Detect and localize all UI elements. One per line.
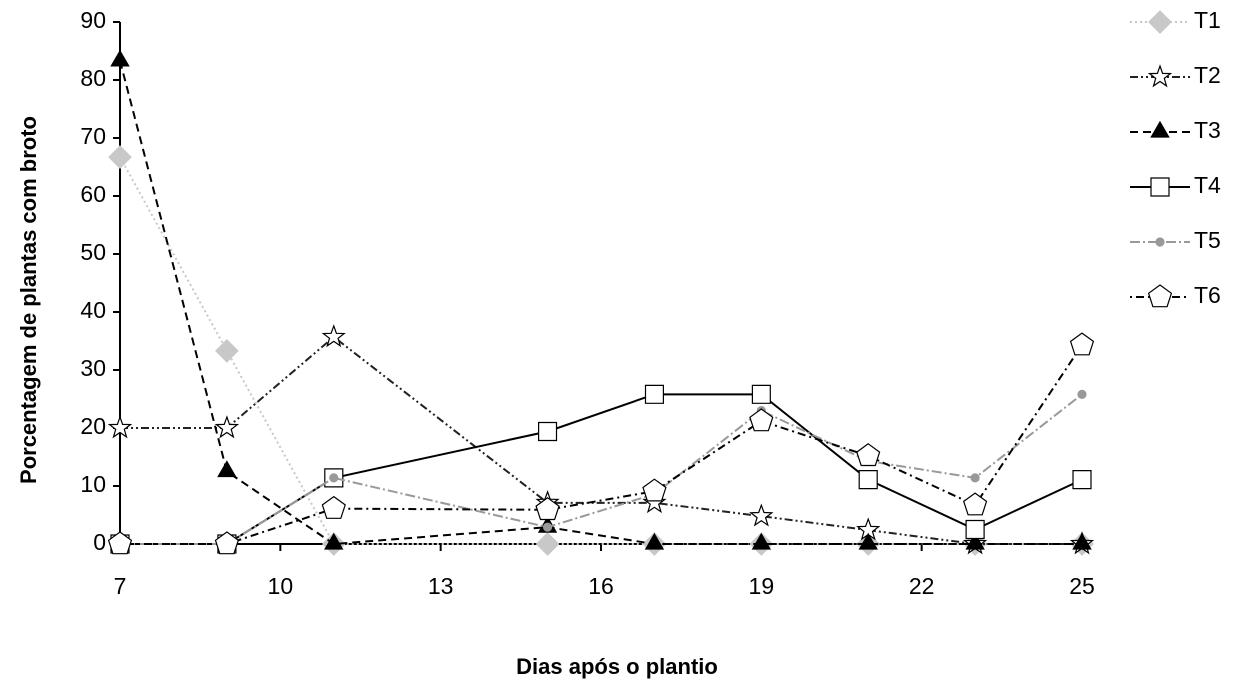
y-tick-label: 90 xyxy=(80,7,106,33)
data-point xyxy=(110,49,130,67)
data-point xyxy=(214,531,240,555)
data-point xyxy=(542,522,553,532)
data-point xyxy=(858,532,878,550)
data-point xyxy=(965,519,985,540)
x-tick-label: 19 xyxy=(749,573,775,599)
x-tick-label: 22 xyxy=(909,573,935,599)
legend-label: T3 xyxy=(1194,117,1221,143)
data-point xyxy=(970,473,980,483)
y-tick-label: 40 xyxy=(80,297,106,323)
data-point xyxy=(107,415,133,439)
x-tick-label: 13 xyxy=(428,573,454,599)
x-tick-label: 16 xyxy=(588,573,614,599)
data-point xyxy=(215,339,239,363)
data-point xyxy=(217,460,237,478)
y-tick-label: 10 xyxy=(80,471,106,497)
series-line xyxy=(120,344,1083,545)
data-point xyxy=(751,384,771,404)
y-tick-label: 20 xyxy=(80,413,106,439)
series-line xyxy=(120,335,1082,545)
y-tick-label: 70 xyxy=(80,123,106,149)
data-point xyxy=(965,532,985,550)
series-line xyxy=(120,393,1083,545)
y-tick-label: 50 xyxy=(80,239,106,265)
y-tick-label: 80 xyxy=(80,65,106,91)
series-line xyxy=(119,156,1082,545)
legend-label: T1 xyxy=(1194,7,1221,33)
data-point xyxy=(1072,470,1092,490)
data-point xyxy=(214,415,240,439)
data-point xyxy=(644,532,665,550)
legend-label: T6 xyxy=(1194,282,1221,308)
data-point xyxy=(535,532,560,556)
data-point xyxy=(538,421,558,442)
data-point xyxy=(856,443,881,467)
legend-marker xyxy=(1150,120,1170,138)
data-point xyxy=(1072,532,1092,550)
data-point xyxy=(962,492,988,516)
data-point xyxy=(321,324,346,348)
data-point xyxy=(1069,332,1095,356)
x-tick-label: 7 xyxy=(114,573,127,599)
y-axis-label: Porcentagem de plantas com broto xyxy=(16,116,41,484)
data-point xyxy=(644,384,664,404)
data-point xyxy=(329,473,339,483)
y-tick-label: 30 xyxy=(80,355,106,381)
y-tick-label: 60 xyxy=(80,181,106,207)
data-point xyxy=(321,495,346,519)
x-tick-label: 25 xyxy=(1069,573,1095,599)
data-point xyxy=(324,532,344,550)
y-tick-label: 0 xyxy=(93,529,106,555)
legend-marker xyxy=(1147,64,1173,88)
legend-marker xyxy=(1148,10,1172,34)
legend-marker xyxy=(1150,177,1170,197)
x-tick-label: 10 xyxy=(268,573,294,599)
data-point xyxy=(751,532,772,550)
data-point xyxy=(749,503,774,527)
legend-marker xyxy=(1155,237,1165,247)
legend-label: T2 xyxy=(1194,62,1221,88)
x-axis-label: Dias após o plantio xyxy=(516,654,718,679)
data-point xyxy=(642,478,667,502)
legend-label: T4 xyxy=(1194,172,1221,198)
legend-label: T5 xyxy=(1194,227,1221,253)
legend-marker xyxy=(1147,284,1173,308)
data-point xyxy=(1077,389,1087,399)
data-point xyxy=(535,497,560,521)
data-point xyxy=(749,408,774,432)
data-point xyxy=(108,145,132,169)
data-point xyxy=(858,470,878,490)
data-point xyxy=(107,531,133,555)
